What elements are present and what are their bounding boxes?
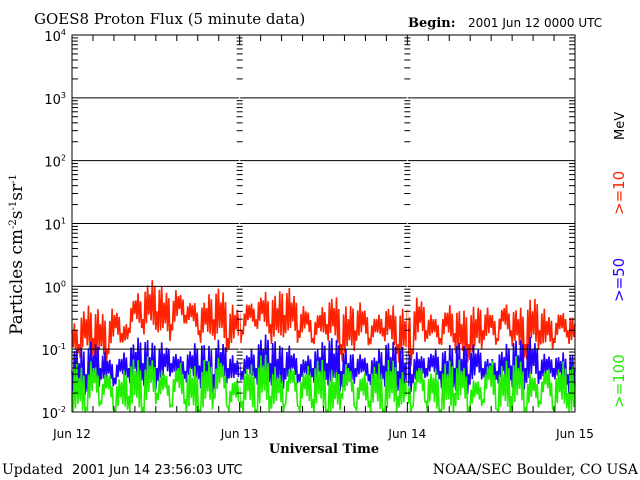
x-tick-label: Jun 13 [220, 427, 259, 441]
updated-label: Updated [2, 462, 63, 478]
legend-ge10: >=10 [610, 171, 628, 215]
x-tick-label: Jun 14 [387, 427, 426, 441]
y-axis-label: Particles cm-2s-1sr-1 [7, 174, 27, 335]
legend-ge100: >=100 [610, 354, 628, 408]
y-tick-label: 102 [44, 154, 66, 171]
updated-value: 2001 Jun 14 23:56:03 UTC [72, 463, 243, 478]
y-tick-label: 10-1 [41, 342, 66, 359]
y-tick-label: 100 [44, 279, 66, 296]
y-tick-labels: 104 103 102 101 100 10-1 10-2 [41, 28, 66, 422]
x-tick-label: Jun 15 [555, 427, 594, 441]
x-tick-label: Jun 12 [52, 427, 91, 441]
begin-value: 2001 Jun 12 0000 UTC [468, 16, 602, 30]
chart-title: GOES8 Proton Flux (5 minute data) [34, 10, 305, 28]
begin-label: Begin: [408, 16, 456, 31]
y-tick-label: 104 [44, 28, 66, 45]
series-line-0 [71, 280, 576, 367]
source-credit: NOAA/SEC Boulder, CO USA [433, 462, 639, 478]
x-axis-label: Universal Time [269, 442, 379, 457]
y-tick-label: 101 [44, 217, 66, 234]
legend-ge50: >=50 [610, 258, 628, 302]
unit-label: MeV [613, 112, 628, 140]
y-tick-label: 103 [44, 91, 66, 108]
y-tick-label: 10-2 [41, 405, 66, 422]
x-tick-labels: Jun 12 Jun 13 Jun 14 Jun 15 [52, 427, 594, 441]
plot-area [71, 34, 576, 413]
